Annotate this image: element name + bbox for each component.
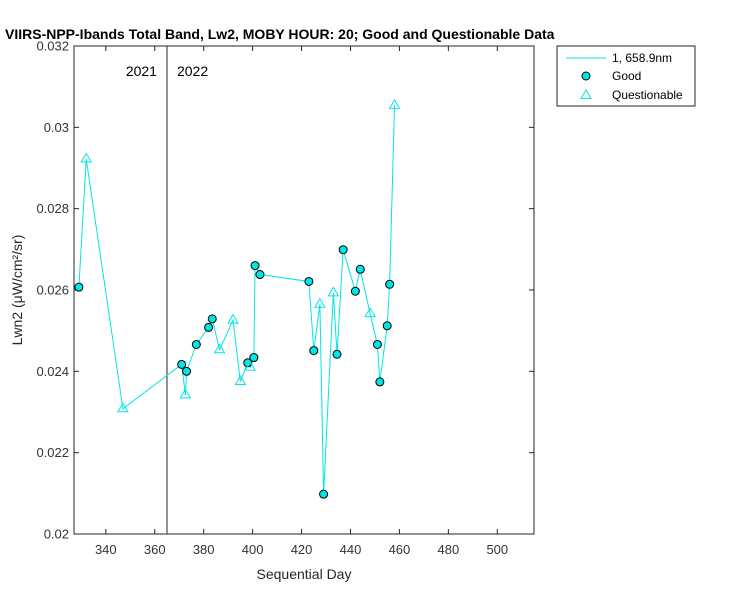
questionable-point — [388, 98, 401, 109]
good-point — [332, 349, 342, 359]
legend-questionable-marker — [580, 89, 592, 99]
x-tick-label: 500 — [486, 542, 508, 557]
x-tick-label: 480 — [438, 542, 460, 557]
good-point — [177, 359, 187, 369]
questionable-point — [234, 375, 247, 385]
y-tick-label: 0.02 — [44, 527, 69, 542]
questionable-point — [364, 307, 376, 318]
good-point — [382, 321, 392, 331]
good-point — [355, 264, 365, 274]
questionable-point — [227, 313, 239, 324]
good-point — [74, 282, 84, 292]
questionable-point — [327, 286, 340, 297]
x-tick-label: 400 — [242, 542, 264, 557]
good-point — [204, 322, 214, 332]
x-axis-label: Sequential Day — [257, 566, 352, 582]
good-point — [338, 245, 348, 255]
x-tick-label: 340 — [95, 542, 117, 557]
y-tick-label: 0.022 — [36, 445, 69, 460]
y-tick-label: 0.026 — [36, 283, 69, 298]
questionable-point — [179, 388, 192, 399]
chart-title: VIIRS-NPP-Ibands Total Band, Lw2, MOBY H… — [5, 26, 555, 42]
good-point — [309, 346, 319, 356]
x-tick-label: 360 — [144, 542, 166, 557]
y-tick-label: 0.028 — [36, 201, 69, 216]
x-axis: 340 360 380 400 420 440 460 480 500 — [95, 46, 508, 557]
legend-box — [556, 45, 696, 107]
good-point — [375, 377, 385, 387]
y-tick-label: 0.024 — [36, 364, 69, 379]
series-line — [78, 105, 396, 495]
y-axis: 0.02 0.022 0.024 0.026 0.028 0.03 0.032 — [36, 39, 534, 542]
x-tick-label: 460 — [389, 542, 411, 557]
good-point — [350, 286, 360, 296]
y-tick-label: 0.032 — [36, 39, 69, 54]
good-point — [249, 353, 259, 363]
legend-series-label: 1, 658.9nm — [612, 51, 672, 65]
series-layer — [74, 98, 401, 499]
x-tick-label: 420 — [291, 542, 313, 557]
questionable-point — [80, 152, 93, 163]
questionable-point — [117, 402, 129, 413]
questionable-point — [213, 343, 226, 354]
good-point — [250, 261, 260, 271]
good-point — [191, 339, 201, 349]
good-point — [304, 276, 314, 286]
good-point — [385, 279, 395, 289]
legend-good-label: Good — [612, 69, 641, 83]
x-tick-label: 380 — [193, 542, 215, 557]
good-point — [255, 270, 265, 280]
legend-good-marker — [581, 71, 591, 81]
questionable-point — [244, 360, 257, 371]
year-label-2021: 2021 — [126, 63, 157, 79]
y-tick-label: 0.03 — [44, 120, 69, 135]
year-label-2022: 2022 — [177, 63, 208, 79]
questionable-point — [314, 297, 326, 308]
good-point — [319, 489, 329, 499]
legend-questionable-label: Questionable — [612, 88, 683, 102]
good-point — [182, 366, 192, 376]
legend: 1, 658.9nm Good Questionable — [556, 45, 696, 107]
plot-area — [73, 45, 535, 535]
y-axis-label: Lwn2 (μW/cm²/sr) — [9, 235, 25, 346]
x-tick-label: 440 — [340, 542, 362, 557]
good-point — [207, 314, 217, 324]
good-point — [372, 339, 382, 349]
